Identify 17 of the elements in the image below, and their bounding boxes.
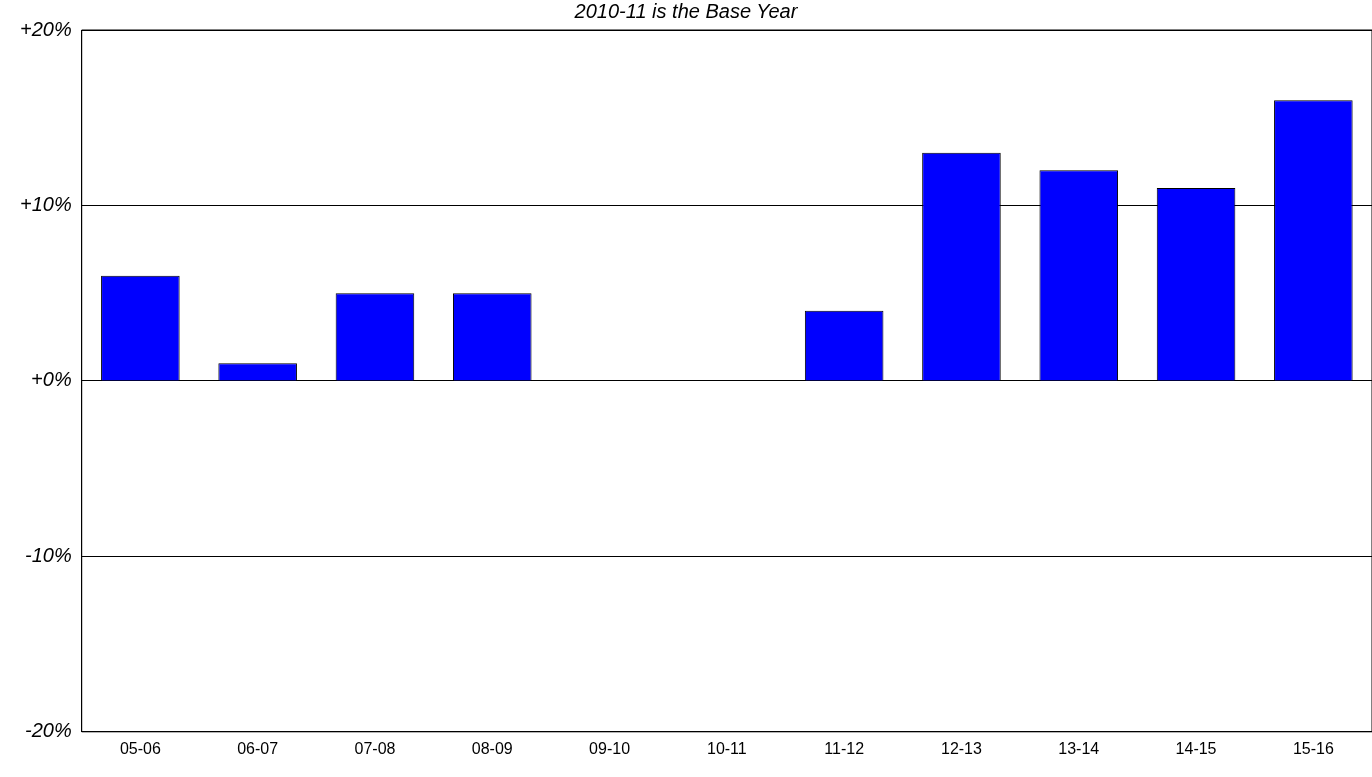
- x-tick-label: 11-12: [824, 739, 865, 757]
- y-tick-label: +0%: [31, 368, 72, 391]
- x-tick-label: 10-11: [706, 739, 747, 757]
- x-tick-label: 15-16: [1292, 739, 1334, 757]
- y-tick-label: -20%: [25, 719, 72, 742]
- x-tick-label: 06-07: [237, 739, 279, 757]
- x-tick-label: 09-10: [589, 739, 631, 757]
- x-tick-label: 05-06: [119, 739, 161, 757]
- y-tick-label: +20%: [19, 17, 72, 40]
- x-tick-label: 13-14: [1058, 739, 1100, 757]
- y-tick-label: +10%: [19, 193, 72, 216]
- x-tick-label: 14-15: [1175, 739, 1217, 757]
- x-tick-label: 07-08: [354, 739, 396, 757]
- chart-title: 2010-11 is the Base Year: [574, 0, 798, 22]
- y-tick-label: -10%: [25, 543, 72, 566]
- x-tick-label: 08-09: [471, 739, 513, 757]
- x-tick-label: 12-13: [940, 739, 983, 757]
